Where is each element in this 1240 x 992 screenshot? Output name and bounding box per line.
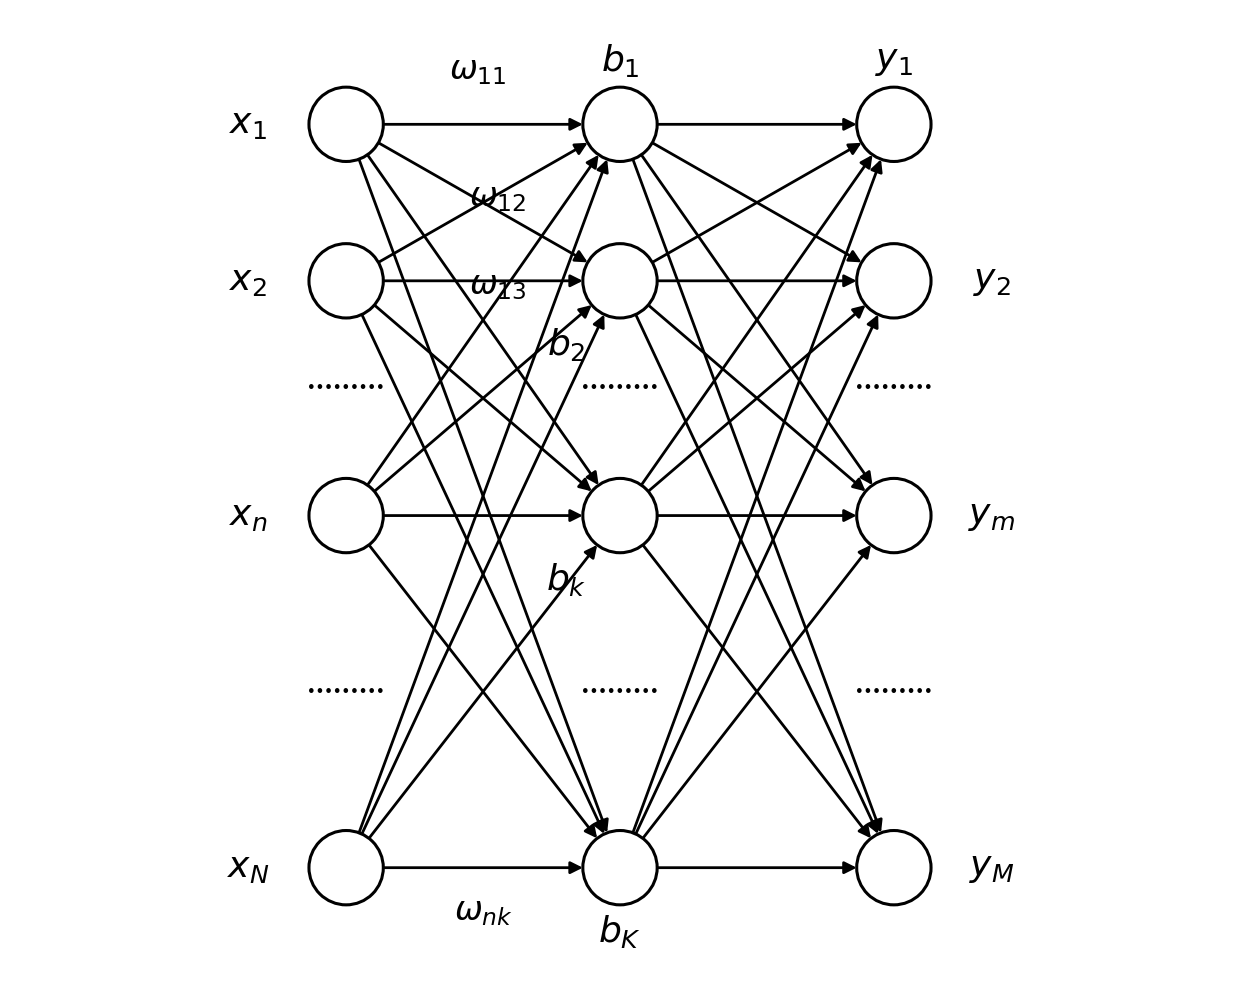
Text: $\boldsymbol{y_1}$: $\boldsymbol{y_1}$ [875,44,913,77]
Text: $\boldsymbol{y_2}$: $\boldsymbol{y_2}$ [972,264,1011,298]
Text: $\boldsymbol{b_k}$: $\boldsymbol{b_k}$ [546,560,587,597]
Text: $\boldsymbol{\omega_{13}}$: $\boldsymbol{\omega_{13}}$ [469,269,527,303]
Circle shape [309,830,383,905]
Text: $\boldsymbol{b_K}$: $\boldsymbol{b_K}$ [599,913,641,949]
Circle shape [309,244,383,318]
Circle shape [857,87,931,162]
Text: $\boldsymbol{x_N}$: $\boldsymbol{x_N}$ [227,851,269,885]
Text: $\boldsymbol{\omega_{12}}$: $\boldsymbol{\omega_{12}}$ [469,182,527,214]
Text: ·········: ········· [308,376,384,401]
Circle shape [583,478,657,553]
Text: $\boldsymbol{y_M}$: $\boldsymbol{y_M}$ [968,851,1014,885]
Circle shape [857,244,931,318]
Text: $\boldsymbol{x_1}$: $\boldsymbol{x_1}$ [229,107,268,141]
Text: $\boldsymbol{x_n}$: $\boldsymbol{x_n}$ [229,499,268,533]
Circle shape [857,478,931,553]
Text: ·········: ········· [856,680,932,703]
Text: ·········: ········· [856,376,932,401]
Text: $\boldsymbol{b_1}$: $\boldsymbol{b_1}$ [600,43,640,79]
Circle shape [309,478,383,553]
Text: $\boldsymbol{x_2}$: $\boldsymbol{x_2}$ [229,264,268,298]
Text: $\boldsymbol{y_m}$: $\boldsymbol{y_m}$ [968,499,1016,533]
Circle shape [583,87,657,162]
Text: $\boldsymbol{\omega_{nk}}$: $\boldsymbol{\omega_{nk}}$ [454,895,512,929]
Circle shape [309,87,383,162]
Text: ·········: ········· [308,680,384,703]
Text: ·········: ········· [582,680,658,703]
Text: $\boldsymbol{\omega_{11}}$: $\boldsymbol{\omega_{11}}$ [449,54,507,87]
Text: $\boldsymbol{b_2}$: $\boldsymbol{b_2}$ [547,326,585,363]
Text: ·········: ········· [582,376,658,401]
Circle shape [583,244,657,318]
Circle shape [583,830,657,905]
Circle shape [857,830,931,905]
